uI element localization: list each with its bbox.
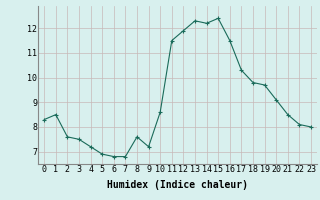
- X-axis label: Humidex (Indice chaleur): Humidex (Indice chaleur): [107, 180, 248, 190]
